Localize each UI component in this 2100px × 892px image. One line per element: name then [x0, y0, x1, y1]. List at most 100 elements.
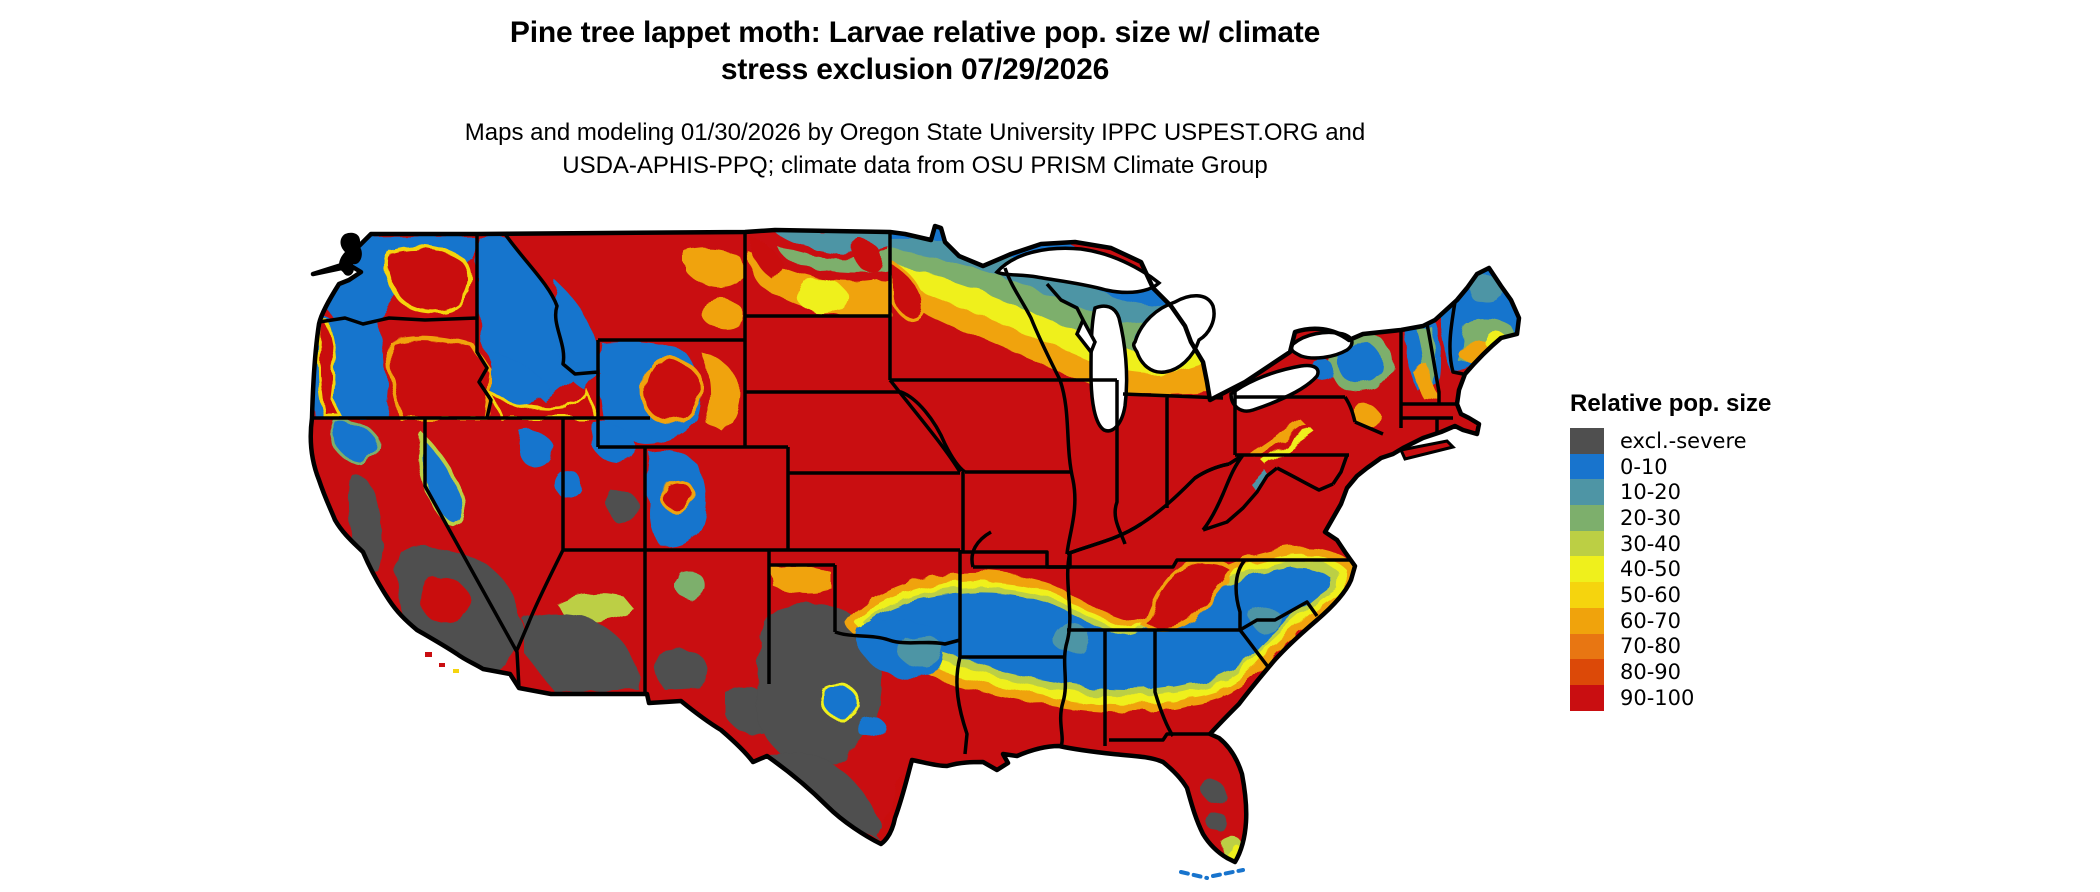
region-west-nd-red: [749, 234, 783, 280]
region-south-park-red: [659, 479, 695, 514]
region-pa-ridge-orange: [1251, 420, 1307, 460]
state-lines-south: [970, 522, 1351, 746]
legend-swatch: [1570, 428, 1604, 454]
legend-item: 90-100: [1570, 684, 1900, 711]
legend-item: 50-60: [1570, 582, 1900, 608]
region-hill-country-blue-1: [818, 682, 860, 720]
legend-item: 20-30: [1570, 505, 1900, 531]
legend-swatch: [1570, 530, 1604, 557]
legend-item: excl.-severe: [1570, 428, 1900, 454]
map-fill-layer: [310, 226, 1519, 862]
title-line-2: stress exclusion 07/29/2026: [720, 53, 1110, 86]
legend-swatch: [1570, 633, 1604, 660]
legend-swatch: [1570, 556, 1604, 583]
region-ne-nevada-blue-1: [518, 430, 554, 468]
region-wv-teal: [1251, 470, 1269, 490]
legend-swatch: [1570, 607, 1604, 634]
legend-swatch: [1570, 582, 1604, 608]
legend-item-label: 30-40: [1620, 531, 1682, 556]
title-line-1: Pine tree lappet moth: Larvae relative p…: [509, 16, 1321, 49]
region-mt-east-orange-1: [685, 248, 744, 288]
legend-swatch: [1570, 505, 1604, 531]
region-north-maine-teal: [1468, 275, 1504, 304]
us-map: [305, 222, 1525, 882]
state-lines-east: [1194, 301, 1464, 532]
legend-item-label: 90-100: [1620, 685, 1695, 710]
legend-item-label: 10-20: [1620, 480, 1682, 505]
legend-item: 10-20: [1570, 479, 1900, 506]
legend-swatch: [1570, 453, 1604, 480]
map-title: Pine tree lappet moth: Larvae relative p…: [305, 14, 1525, 88]
region-nm-mountain-green: [675, 571, 706, 599]
region-south-band-blue: [871, 566, 1331, 690]
lake-ontario: [1289, 330, 1354, 360]
long-island: [1398, 439, 1456, 461]
region-mojave-red-patch: [420, 577, 470, 623]
lake-michigan: [1089, 304, 1129, 433]
lake-huron: [1131, 294, 1216, 374]
legend-item-label: excl.-severe: [1620, 428, 1747, 453]
legend-title: Relative pop. size: [1570, 390, 1772, 417]
legend: Relative pop. size excl.-severe 0-10 10-20…: [1570, 390, 1900, 711]
region-ne-nevada-blue-2: [552, 469, 581, 497]
region-utah-canyon-gray: [608, 490, 639, 524]
map-subtitle: Maps and modeling 01/30/2026 by Oregon S…: [225, 116, 1605, 182]
region-central-texas-gray: [756, 603, 883, 767]
legend-item-label: 50-60: [1620, 582, 1682, 607]
green-bay: [1074, 315, 1097, 356]
region-nd-yellow-patch: [798, 279, 847, 314]
state-lines-midwest: [888, 267, 1237, 747]
region-appalachian-red-wedge: [1142, 559, 1236, 632]
legend-rows: excl.-severe 0-10 10-20 20-30 30-40 40-50 50-6…: [1570, 428, 1900, 711]
florida-keys: [1179, 868, 1245, 880]
region-east-wyoming-orange: [701, 352, 740, 432]
channel-island-3: [453, 669, 459, 673]
legend-item: 0-10: [1570, 453, 1900, 480]
region-florida-gray-2: [1205, 810, 1226, 832]
region-nm-south-gray: [655, 648, 708, 690]
legend-swatch: [1570, 659, 1604, 685]
channel-island-2: [439, 663, 445, 667]
state-boundaries: [312, 232, 1464, 755]
region-klamath-blue: [329, 420, 379, 464]
subtitle-line-1: Maps and modeling 01/30/2026 by Oregon S…: [464, 119, 1366, 146]
region-sierra-nevada-blue: [417, 432, 467, 529]
region-snake-plain-red: [488, 389, 598, 420]
region-nh-orange-stripe: [1413, 364, 1439, 402]
legend-item: 60-70: [1570, 607, 1900, 634]
legend-item: 40-50: [1570, 556, 1900, 583]
florida-keys-dash-2: [1211, 868, 1245, 878]
legend-item: 30-40: [1570, 530, 1900, 557]
region-hill-country-blue-2: [856, 715, 885, 739]
region-mt-east-orange-2: [701, 298, 743, 329]
region-panhandle-orange: [771, 566, 833, 594]
legend-item-label: 80-90: [1620, 660, 1682, 685]
legend-item-label: 70-80: [1620, 634, 1682, 659]
us-map-svg: [308, 223, 1522, 880]
florida-keys-dash-1: [1179, 870, 1209, 880]
legend-swatch: [1570, 479, 1604, 506]
region-mogollon-green: [557, 593, 635, 622]
region-columbia-basin-red: [385, 245, 473, 314]
channel-island-1: [425, 652, 432, 657]
region-nw-minnesota-red: [888, 259, 927, 322]
region-az-desert-gray: [523, 614, 639, 692]
great-lakes: [994, 246, 1354, 433]
us-outline: [308, 223, 1522, 865]
lake-superior: [994, 246, 1162, 295]
lake-erie: [1229, 363, 1320, 413]
region-central-idaho-blue: [491, 352, 551, 408]
region-florida-gray-1: [1202, 780, 1226, 804]
legend-item-label: 60-70: [1620, 608, 1682, 633]
region-east-nd-red: [853, 236, 883, 273]
legend-item-label: 40-50: [1620, 557, 1682, 582]
legend-item-label: 20-30: [1620, 505, 1682, 530]
legend-swatch: [1570, 684, 1604, 711]
legend-item: 80-90: [1570, 659, 1900, 685]
region-adirondack-blue: [1337, 342, 1382, 384]
region-willamette-red: [317, 319, 344, 418]
legend-item: 70-80: [1570, 633, 1900, 660]
legend-item-label: 0-10: [1620, 454, 1668, 479]
subtitle-line-2: USDA-APHIS-PPQ; climate data from OSU PR…: [562, 152, 1268, 179]
